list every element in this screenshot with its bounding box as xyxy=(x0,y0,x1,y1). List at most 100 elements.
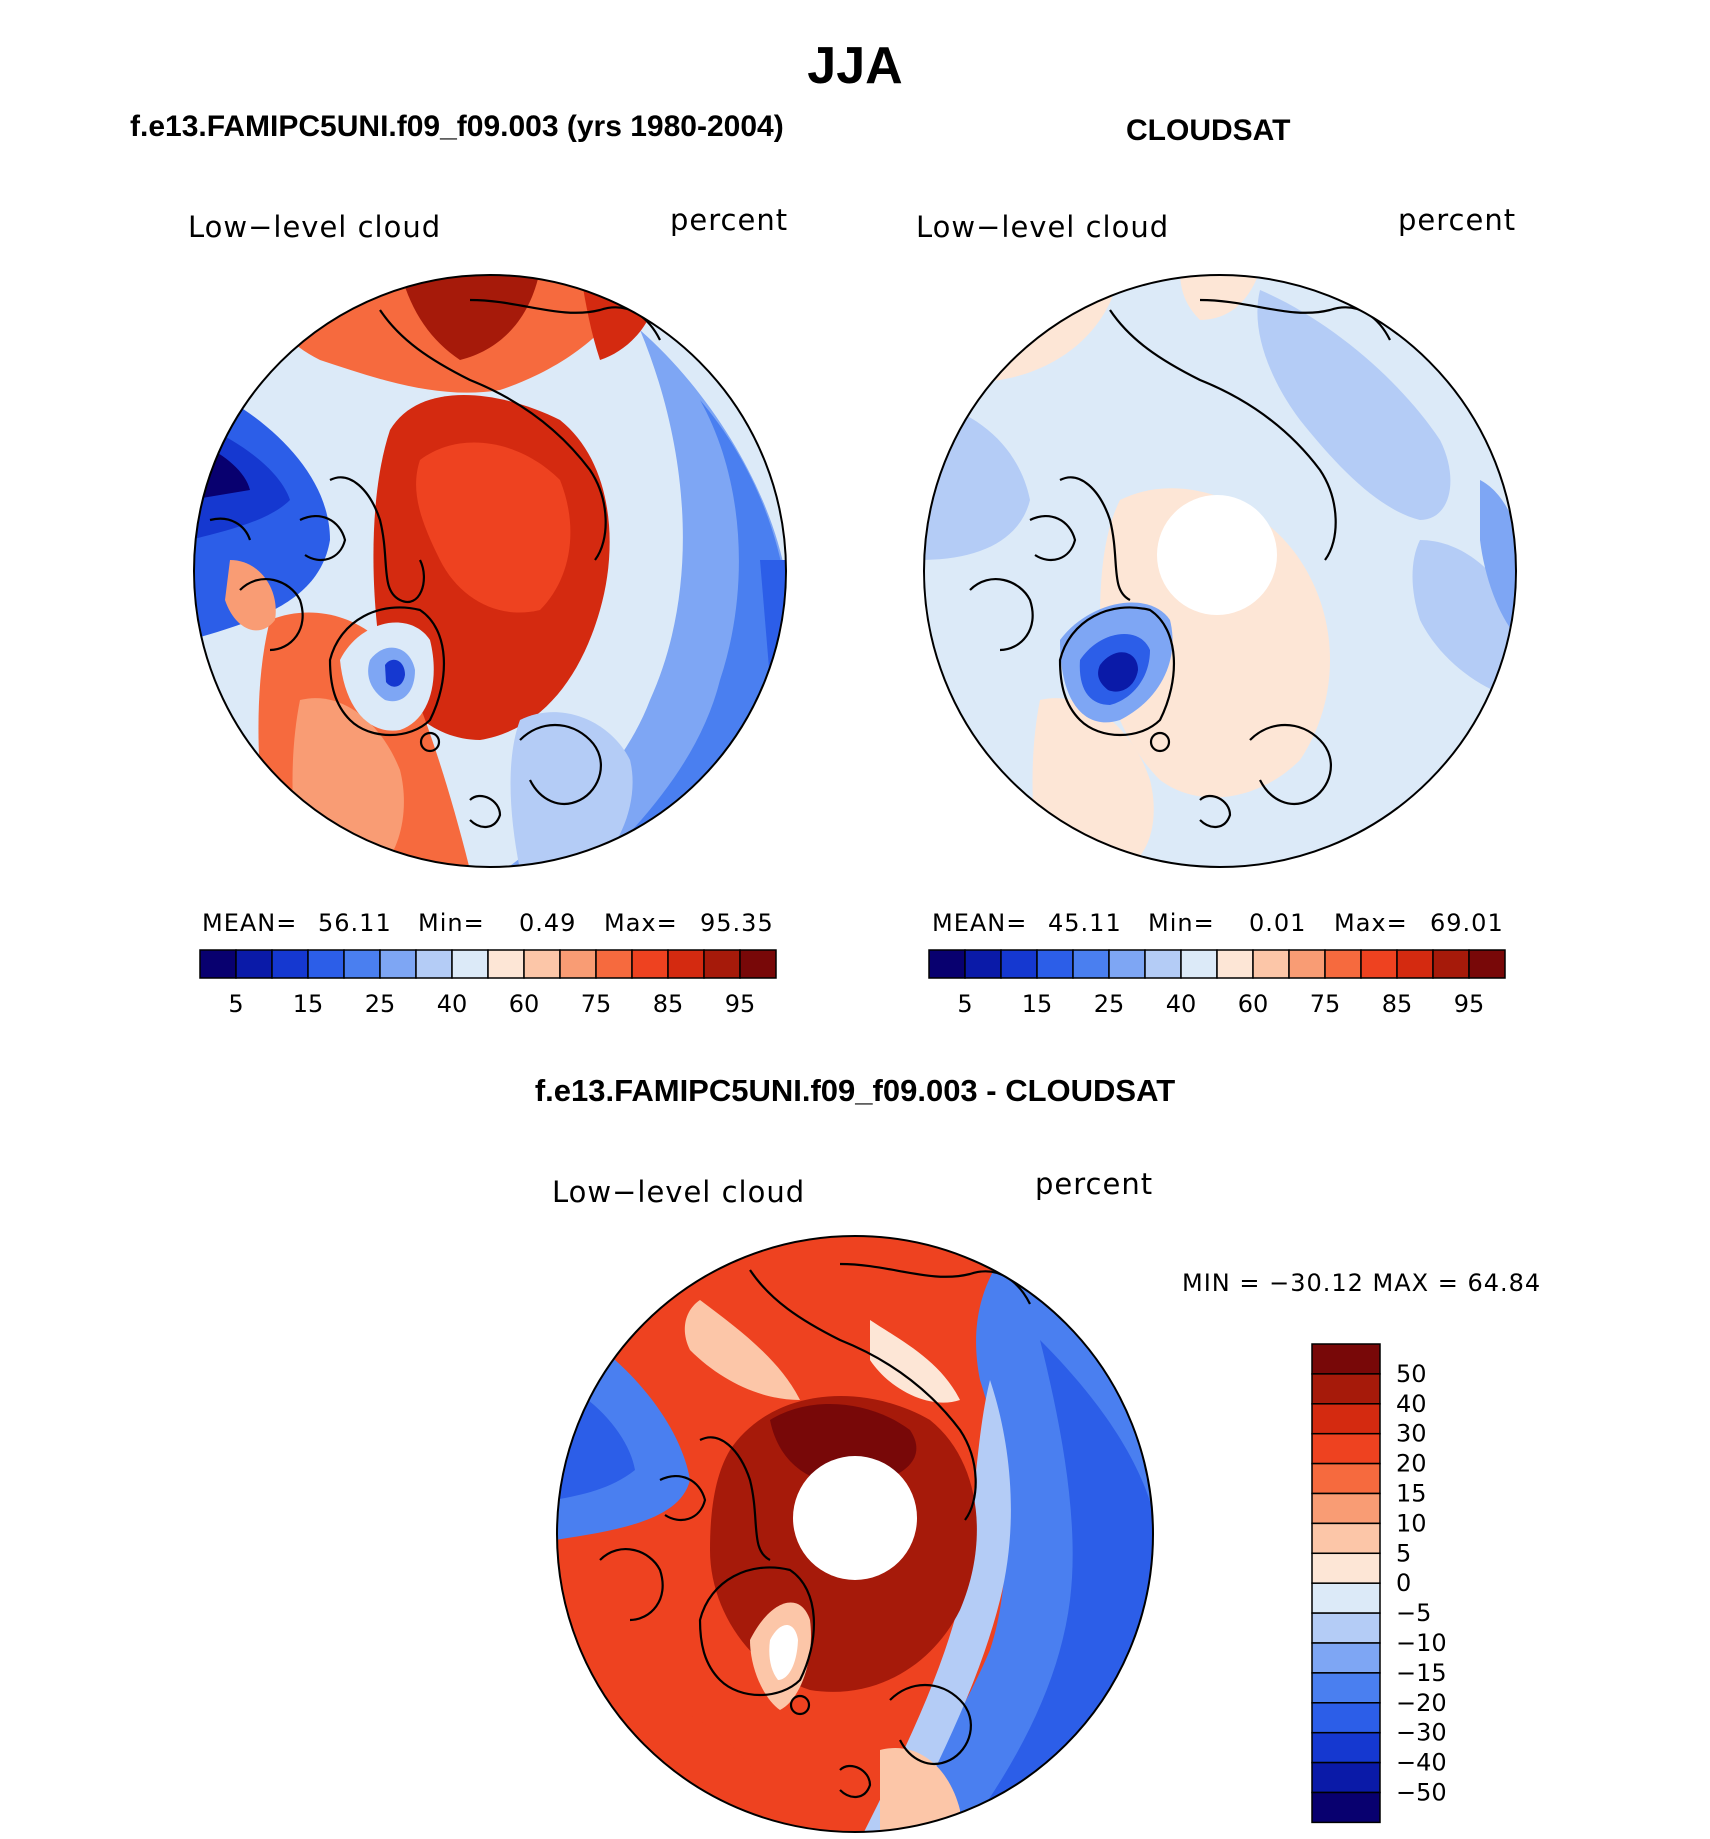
obs-coastlines xyxy=(969,298,1391,828)
obs-map: Low−level cloud percent xyxy=(916,203,1517,1018)
diff-colorbar-tick-label: 10 xyxy=(1396,1509,1427,1537)
model-max-value: 95.35 xyxy=(700,909,774,937)
diff-field-label: Low−level cloud xyxy=(552,1175,805,1209)
diff-colorbar-swatch xyxy=(1311,1462,1381,1495)
diff-colorbar-swatch xyxy=(1311,1403,1381,1435)
model-colorbar-swatch xyxy=(235,949,273,979)
obs-colorbar-swatch xyxy=(1144,949,1182,979)
model-colorbar-tick-label: 60 xyxy=(509,990,540,1018)
model-mean-value: 56.11 xyxy=(318,909,392,937)
diff-colorbar-tick-label: 30 xyxy=(1396,1420,1427,1448)
obs-colorbar-swatch xyxy=(1108,949,1146,979)
model-field xyxy=(194,275,786,867)
obs-units-label: percent xyxy=(1398,203,1516,237)
diff-map: Low−level cloud percent xyxy=(552,1167,1541,1833)
obs-colorbar-tick-label: 75 xyxy=(1310,990,1341,1018)
model-colorbar-swatch xyxy=(631,949,669,979)
model-coastlines xyxy=(209,298,661,828)
model-colorbar-swatch xyxy=(307,949,345,979)
model-mean-label: MEAN= xyxy=(202,909,297,937)
diff-colorbar-tick-label: 20 xyxy=(1396,1450,1427,1478)
model-min-value: 0.49 xyxy=(519,909,576,937)
model-units-label: percent xyxy=(670,203,788,237)
obs-colorbar-tick-label: 5 xyxy=(957,990,972,1018)
model-colorbar-swatch xyxy=(487,949,525,979)
obs-colorbar-tick-label: 15 xyxy=(1022,990,1053,1018)
model-colorbar: 5 15 25 40 60 75 85 95 xyxy=(199,949,777,1018)
obs-colorbar-swatch xyxy=(1360,949,1398,979)
obs-colorbar-swatch xyxy=(964,949,1002,979)
diff-field xyxy=(557,1236,1153,1832)
diff-colorbar-swatch xyxy=(1311,1343,1381,1375)
diff-colorbar-tick-label: 50 xyxy=(1396,1360,1427,1388)
model-colorbar-tick-label: 25 xyxy=(365,990,396,1018)
figure-title: JJA xyxy=(807,37,903,95)
obs-colorbar-tick-label: 25 xyxy=(1094,990,1125,1018)
obs-colorbar-swatch xyxy=(1288,949,1326,979)
obs-min-label: Min= xyxy=(1148,909,1215,937)
obs-max-value: 69.01 xyxy=(1430,909,1504,937)
model-colorbar-swatch xyxy=(199,949,237,979)
model-colorbar-tick-label: 40 xyxy=(437,990,468,1018)
model-colorbar-swatch xyxy=(523,949,561,979)
diff-colorbar-swatch xyxy=(1311,1582,1381,1614)
obs-colorbar-swatch xyxy=(1216,949,1254,979)
diff-colorbar-tick-label: −20 xyxy=(1396,1689,1447,1717)
obs-colorbar-swatch xyxy=(1252,949,1290,979)
model-map: Low−level cloud percent xyxy=(188,203,788,1018)
obs-colorbar-swatch xyxy=(1396,949,1434,979)
diff-coastlines xyxy=(599,1262,1031,1798)
diff-colorbar-swatch xyxy=(1311,1492,1381,1525)
obs-colorbar-tick-label: 60 xyxy=(1238,990,1269,1018)
diff-units-label: percent xyxy=(1035,1167,1153,1201)
obs-colorbar-tick-label: 40 xyxy=(1166,990,1197,1018)
model-field-label: Low−level cloud xyxy=(188,210,441,244)
model-colorbar-swatch xyxy=(415,949,453,979)
obs-field-label: Low−level cloud xyxy=(916,210,1169,244)
diff-colorbar-tick-label: 5 xyxy=(1396,1539,1411,1567)
obs-colorbar-swatch xyxy=(1324,949,1362,979)
diff-colorbar-swatch xyxy=(1311,1612,1381,1644)
obs-min-value: 0.01 xyxy=(1249,909,1306,937)
obs-mean-label: MEAN= xyxy=(932,909,1027,937)
diff-colorbar-tick-label: −40 xyxy=(1396,1749,1447,1777)
diff-colorbar-swatch xyxy=(1311,1791,1381,1824)
model-colorbar-swatch xyxy=(343,949,381,979)
model-colorbar-swatch xyxy=(595,949,633,979)
model-colorbar-swatch xyxy=(703,949,741,979)
diff-colorbar-tick-label: −30 xyxy=(1396,1719,1447,1747)
diff-colorbar-tick-label: 40 xyxy=(1396,1390,1427,1418)
obs-colorbar: 5 15 25 40 60 75 85 95 xyxy=(928,949,1506,1018)
obs-colorbar-swatch xyxy=(928,949,966,979)
diff-colorbar-tick-label: −5 xyxy=(1396,1599,1431,1627)
model-colorbar-swatch xyxy=(667,949,705,979)
diff-minmax: MIN = −30.12 MAX = 64.84 xyxy=(1182,1269,1541,1297)
obs-colorbar-swatch xyxy=(1432,949,1470,979)
obs-mean-value: 45.11 xyxy=(1048,909,1122,937)
diff-colorbar-swatch xyxy=(1311,1731,1381,1764)
model-colorbar-tick-label: 75 xyxy=(581,990,612,1018)
model-max-label: Max= xyxy=(604,909,678,937)
obs-colorbar-tick-label: 95 xyxy=(1454,990,1485,1018)
obs-colorbar-swatch xyxy=(1000,949,1038,979)
diff-colorbar-swatch xyxy=(1311,1432,1381,1465)
obs-colorbar-swatch xyxy=(1180,949,1218,979)
diff-colorbar-swatch xyxy=(1311,1373,1381,1405)
obs-panel-title: CLOUDSAT xyxy=(1126,114,1291,147)
diff-colorbar-tick-label: 0 xyxy=(1396,1569,1411,1597)
obs-max-label: Max= xyxy=(1334,909,1408,937)
diff-colorbar-swatch xyxy=(1311,1642,1381,1674)
model-colorbar-swatch xyxy=(271,949,309,979)
model-colorbar-swatch xyxy=(559,949,597,979)
model-colorbar-tick-label: 15 xyxy=(293,990,324,1018)
model-colorbar-tick-label: 85 xyxy=(653,990,684,1018)
diff-colorbar-tick-label: −50 xyxy=(1396,1779,1447,1807)
diff-colorbar-swatch xyxy=(1311,1702,1381,1734)
model-colorbar-swatch xyxy=(451,949,489,979)
diff-colorbar-swatch xyxy=(1311,1522,1381,1555)
obs-colorbar-swatch xyxy=(1072,949,1110,979)
diff-colorbar-swatch xyxy=(1311,1672,1381,1704)
diff-colorbar-tick-label: −15 xyxy=(1396,1659,1447,1687)
